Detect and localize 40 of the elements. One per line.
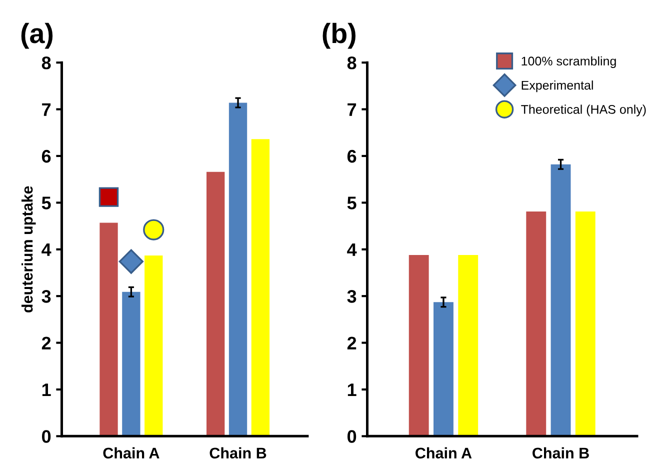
legend-label: 100% scrambling — [522, 56, 616, 68]
bar — [251, 139, 270, 436]
y-tick-label: 2 — [347, 336, 356, 350]
y-tick-label: 3 — [42, 290, 51, 303]
bar — [100, 222, 118, 436]
y-tick-label: 1 — [348, 384, 356, 396]
x-tick-label: Chain B — [210, 447, 266, 459]
y-tick-label: 4 — [347, 244, 357, 256]
y-tick-label: 0 — [348, 430, 356, 443]
y-tick-label: 8 — [42, 56, 51, 70]
y-tick-label: 7 — [42, 103, 51, 116]
bar — [526, 212, 546, 436]
chart-title: (b) — [322, 22, 356, 49]
x-tick-label: Chain A — [416, 447, 472, 459]
y-axis-title: deuterium uptake — [21, 186, 36, 312]
x-tick-label: Chain A — [103, 447, 160, 459]
bar — [434, 302, 454, 436]
y-tick-label: 7 — [348, 103, 356, 116]
bar — [575, 212, 596, 436]
bar — [144, 255, 163, 436]
y-tick-label: 1 — [42, 384, 51, 396]
bar — [228, 102, 248, 436]
y-tick-label: 6 — [42, 150, 51, 163]
y-tick-label: 8 — [347, 56, 356, 70]
bar — [206, 172, 225, 436]
chart-title: (a) — [21, 22, 53, 49]
y-tick-label: 5 — [42, 196, 51, 210]
bar — [458, 254, 478, 436]
y-tick-label: 4 — [42, 244, 52, 256]
bar — [122, 292, 140, 436]
legend-label: Theoretical (HAS only) — [521, 104, 646, 116]
bar — [550, 164, 571, 436]
y-tick-label: 2 — [42, 336, 51, 350]
y-tick-label: 5 — [347, 196, 356, 210]
bar — [408, 254, 429, 436]
y-tick-label: 0 — [42, 430, 51, 443]
legend-label: Experimental — [522, 80, 593, 92]
y-tick-label: 3 — [347, 290, 356, 303]
x-tick-label: Chain B — [532, 447, 589, 459]
y-tick-label: 6 — [347, 150, 356, 163]
